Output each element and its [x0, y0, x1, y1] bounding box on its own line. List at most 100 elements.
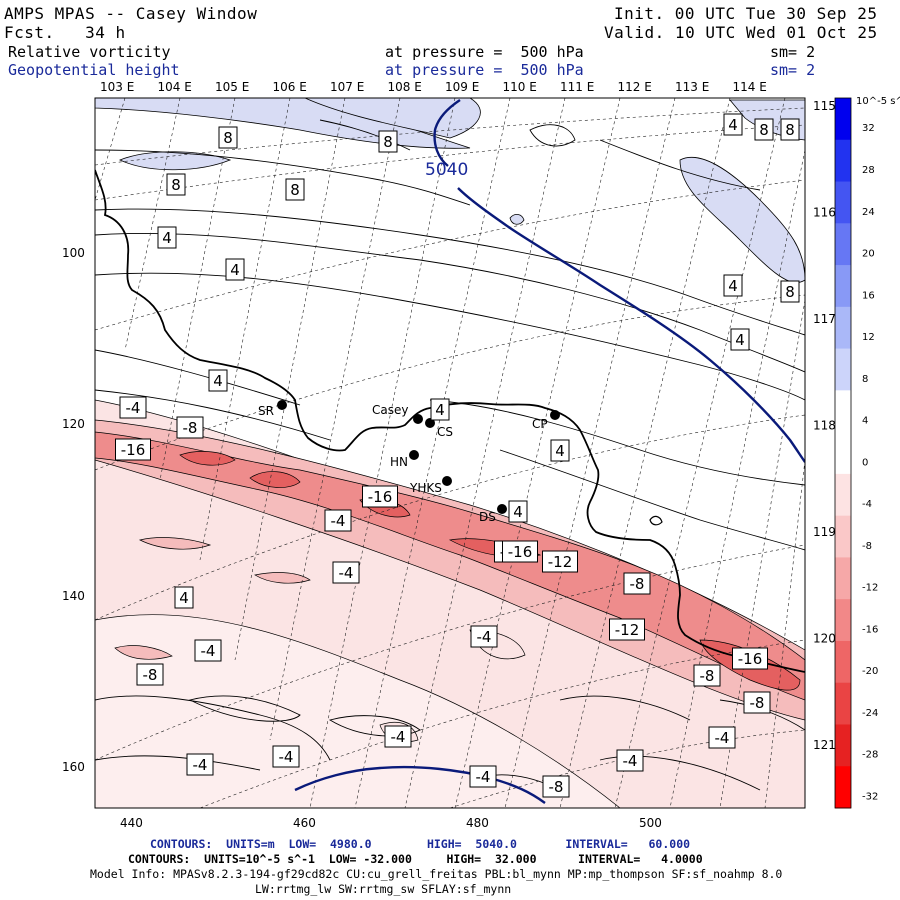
contour-label-box: 4 — [723, 113, 743, 136]
contour-label-text: -8 — [549, 778, 564, 796]
island-coast — [649, 515, 663, 526]
top-longitude-labels: 103 E 104 E 105 E 106 E 107 E 108 E 109 E 110 E… — [100, 80, 767, 94]
colorbar-label: -20 — [862, 666, 878, 677]
map-plot-area — [95, 98, 805, 808]
contour-label-text: -8 — [183, 419, 198, 437]
latlon-grid — [95, 98, 805, 808]
contour-label-text: 8 — [290, 181, 300, 199]
colorbar-swatch — [835, 306, 851, 350]
contour-label-text: -4 — [391, 728, 406, 746]
contour-label-box: -12 — [609, 618, 645, 641]
longitude-label: 111 E — [560, 80, 594, 94]
contour-labels: 88888884444444-4-8-16-16-16-4-16-12-4-8-… — [115, 113, 800, 798]
colorbar-label: -28 — [862, 750, 878, 761]
station-label: DS — [479, 510, 496, 524]
contour-label-text: 8 — [223, 129, 233, 147]
contour-label-text: -8 — [750, 694, 765, 712]
colorbar-label: -24 — [862, 708, 878, 719]
contour-label-text: 4 — [162, 229, 172, 247]
contour-label-box: -8 — [176, 416, 204, 439]
contour-label-box: 8 — [285, 178, 305, 201]
contour-label-box: 4 — [225, 258, 245, 281]
contour-label-text: 8 — [785, 283, 795, 301]
contour-label-text: -4 — [201, 642, 216, 660]
contour-label-text: 4 — [513, 503, 523, 521]
colorbar-swatch — [835, 139, 851, 183]
contour-label-text: -4 — [279, 748, 294, 766]
contour-label-text: -4 — [193, 756, 208, 774]
contour-label-box: -4 — [119, 396, 147, 419]
colorbar-label: -32 — [862, 791, 878, 802]
contour-label-box: 8 — [780, 280, 800, 303]
colorbar-label: -4 — [862, 499, 872, 510]
colorbar-swatch — [835, 223, 851, 266]
contour-label-text: 8 — [759, 121, 769, 139]
colorbar-label: 28 — [862, 165, 875, 176]
colorbar-label: 32 — [862, 123, 875, 134]
contour-label-text: -4 — [477, 628, 492, 646]
contour-label-text: 4 — [728, 277, 738, 295]
contour-label-text: 4 — [435, 401, 445, 419]
x-axis: 440 460 480 500 — [120, 816, 662, 830]
contour-label-text: -4 — [715, 729, 730, 747]
x-tick-label: 500 — [639, 816, 662, 830]
colorbar-label: -12 — [862, 583, 878, 594]
station-label: CS — [437, 425, 453, 439]
longitude-label: 106 E — [273, 80, 307, 94]
contour-label-box: 8 — [166, 173, 186, 196]
contour-label-box: -8 — [136, 663, 164, 686]
contour-label-text: -4 — [331, 512, 346, 530]
colorbar-swatch — [835, 682, 851, 725]
geopotential-height-contours — [294, 99, 805, 804]
contour-label-box: -4 — [324, 509, 352, 532]
field2-smoothing: sm= 2 — [770, 61, 816, 79]
colorbar-swatch — [835, 766, 851, 809]
colorbar-swatch — [835, 390, 851, 433]
contour-label-box: -8 — [693, 664, 721, 687]
station-labels: SR Casey CS HN YHKS DS CP — [258, 403, 548, 524]
contour-label-text: -8 — [700, 667, 715, 685]
contour-label-box: -16 — [115, 438, 151, 461]
x-tick-label: 440 — [120, 816, 143, 830]
contour-label-text: 4 — [179, 589, 189, 607]
contour-label-box: -4 — [332, 561, 360, 584]
y-tick-label: 140 — [62, 589, 85, 603]
contour-label-text: 4 — [735, 331, 745, 349]
footer-model-info: Model Info: MPASv8.2.3-194-gf29cd82c CU:… — [90, 867, 783, 881]
contour-label-text: -4 — [623, 752, 638, 770]
colorbar-swatch — [835, 640, 851, 684]
contour-label-box: -4 — [384, 725, 412, 748]
field2-name: Geopotential height — [8, 61, 180, 79]
contour-label-box: 4 — [430, 398, 450, 421]
contour-label-text: -16 — [738, 650, 763, 668]
colorbar-swatch — [835, 432, 851, 475]
field1-name: Relative vorticity — [8, 43, 171, 61]
longitude-label: 109 E — [445, 80, 479, 94]
contour-label-box: -4 — [272, 745, 300, 768]
colorbar-swatch — [835, 265, 851, 308]
station-label: HN — [390, 455, 408, 469]
contour-label-text: -8 — [630, 575, 645, 593]
contour-label-box: 8 — [780, 118, 800, 141]
colorbar-label: 24 — [862, 207, 875, 218]
longitude-label: 113 E — [675, 80, 709, 94]
colorbar-label: 0 — [862, 457, 868, 468]
contour-label-box: -4 — [194, 639, 222, 662]
station-label: Casey — [372, 403, 408, 417]
longitude-label: 103 E — [100, 80, 134, 94]
contour-label-box: -4 — [708, 726, 736, 749]
footer-physics: LW:rrtmg_lw SW:rrtmg_sw SFLAY:sf_mynn — [255, 882, 512, 896]
contour-label-box: -4 — [186, 753, 214, 776]
field1-level: at pressure = 500 hPa — [385, 43, 584, 61]
colorbar-label: -8 — [862, 541, 872, 552]
contour-label-box: -4 — [470, 625, 498, 648]
plot-frame — [94, 97, 806, 809]
longitude-label: 104 E — [158, 80, 192, 94]
contour-label-box: 8 — [378, 130, 398, 153]
y-tick-label: 120 — [62, 417, 85, 431]
colorbar-swatch — [835, 473, 851, 517]
longitude-label: 114 E — [733, 80, 767, 94]
longitude-label: 112 E — [618, 80, 652, 94]
station-label: YHKS — [409, 481, 442, 495]
